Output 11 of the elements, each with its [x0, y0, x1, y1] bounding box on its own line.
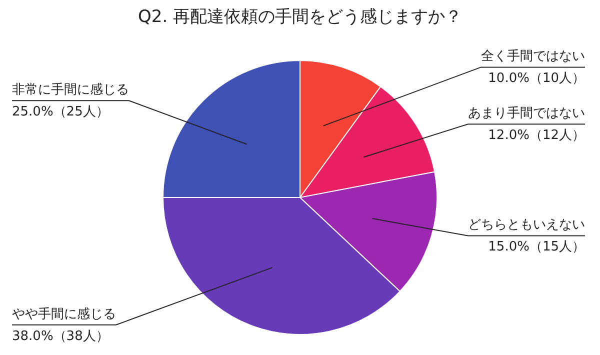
slice-label: あまり手間ではない: [468, 106, 585, 122]
data-label: 12.0%（12人）: [488, 128, 585, 144]
slice-label: どちらともいえない: [468, 218, 585, 233]
data-label: 25.0%（25人）: [12, 104, 109, 120]
data-label: 38.0%（38人）: [12, 328, 109, 344]
slice-label: 非常に手間に感じる: [12, 82, 129, 98]
data-label: 10.0%（10人）: [488, 71, 585, 86]
chart-title: Q2. 再配達依頼の手間をどう感じますか？: [138, 7, 462, 27]
data-label: 15.0%（15人）: [488, 240, 585, 255]
slice-label: 全く手間ではない: [481, 49, 585, 64]
slice-label: やや手間に感じる: [12, 306, 116, 322]
